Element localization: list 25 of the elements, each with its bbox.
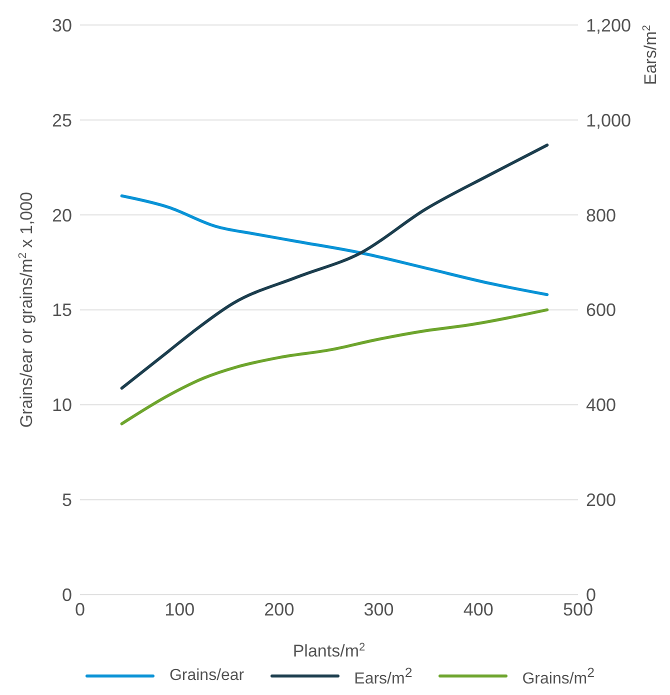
y-tick-label: 15 (52, 300, 72, 320)
x-axis-title: Plants/m$^{2}$ (292, 642, 366, 661)
legend-label: Grains/m$^{2}$ (522, 664, 595, 688)
line-series (120, 308, 549, 426)
line-series (120, 194, 549, 296)
legend-label: Grains/ear (169, 667, 244, 686)
y-tick-label: 0 (62, 585, 72, 606)
y2-tick-label: 400 (586, 395, 616, 416)
y2-tick-label: 800 (586, 205, 616, 226)
x-tick-label: 200 (264, 599, 294, 620)
x-tick-label: 0 (74, 599, 86, 620)
y-tick-label: 5 (62, 490, 72, 510)
y-tick-label: 25 (52, 110, 72, 130)
x-tick-label: 100 (164, 599, 195, 620)
y2-tick-label: 600 (586, 300, 616, 320)
y2-tick-label: 200 (586, 490, 616, 510)
y-tick-label: 30 (52, 15, 72, 36)
legend-label: Ears/m$^{2}$ (354, 664, 412, 688)
x-tick-label: 400 (463, 599, 494, 620)
y-tick-label: 10 (52, 395, 72, 416)
line-series (120, 144, 549, 390)
y2-tick-label: 1,000 (586, 110, 632, 130)
y2-tick-label: 1,200 (586, 15, 632, 36)
x-tick-label: 300 (364, 599, 394, 620)
y-tick-label: 20 (52, 205, 72, 226)
